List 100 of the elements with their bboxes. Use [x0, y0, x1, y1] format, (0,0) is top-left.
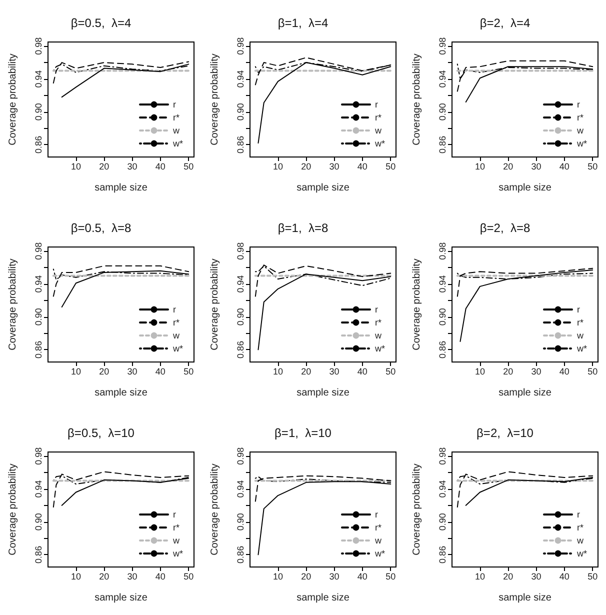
x-tick-label: 10	[70, 572, 81, 582]
x-tick-label: 40	[559, 162, 570, 172]
legend-label: r*	[375, 522, 382, 532]
y-tick-label: 0.98	[236, 447, 246, 465]
chart-title: β=1, λ=10	[274, 426, 332, 440]
x-tick-label: 10	[272, 366, 283, 376]
chart-title: β=0.5, λ=8	[70, 221, 132, 235]
legend-label: r*	[577, 522, 584, 532]
legend-label: w*	[374, 138, 386, 148]
x-tick-label: 20	[503, 572, 514, 582]
x-tick-label: 30	[127, 366, 138, 376]
x-tick-label: 40	[357, 366, 368, 376]
x-tick-label: 50	[386, 572, 396, 582]
x-tick-label: 50	[588, 162, 598, 172]
legend-label: r	[173, 510, 176, 520]
chart-title: β=1, λ=4	[278, 16, 328, 30]
legend-label: r*	[577, 112, 584, 122]
x-tick-label: 50	[184, 572, 194, 582]
legend-label: w	[172, 126, 180, 136]
y-axis-title: Coverage probability	[412, 258, 422, 350]
x-tick-label: 40	[559, 572, 570, 582]
x-tick-label: 20	[503, 366, 514, 376]
y-tick-label: 0.94	[438, 275, 448, 293]
y-tick-label: 0.98	[34, 447, 44, 465]
x-tick-label: 30	[127, 162, 138, 172]
x-tick-label: 20	[503, 162, 514, 172]
chart-title: β=2, λ=8	[480, 221, 530, 235]
x-tick-label: 10	[70, 366, 81, 376]
legend-label: r*	[173, 112, 180, 122]
x-tick-label: 20	[99, 572, 110, 582]
x-axis-title: sample size	[296, 388, 350, 398]
x-tick-label: 30	[531, 572, 542, 582]
y-axis-title: Coverage probability	[210, 258, 220, 350]
chart-title: β=0.5, λ=10	[68, 426, 135, 440]
y-tick-label: 0.90	[438, 308, 448, 326]
y-axis-title: Coverage probability	[8, 464, 18, 556]
x-axis-title: sample size	[498, 388, 552, 398]
chart-title: β=2, λ=4	[480, 16, 530, 30]
y-tick-label: 0.94	[236, 275, 246, 293]
legend-label: w	[576, 126, 584, 136]
x-tick-label: 20	[99, 366, 110, 376]
y-tick-label: 0.94	[34, 70, 44, 88]
x-axis-title: sample size	[296, 592, 350, 604]
x-tick-label: 30	[329, 162, 340, 172]
y-tick-label: 0.94	[34, 275, 44, 293]
legend-label: r	[375, 510, 378, 520]
y-tick-label: 0.90	[438, 103, 448, 121]
legend-label: r	[577, 510, 580, 520]
y-tick-label: 0.86	[438, 340, 448, 358]
y-tick-label: 0.86	[438, 136, 448, 154]
legend-label: r*	[375, 318, 382, 328]
y-tick-label: 0.98	[438, 447, 448, 465]
x-tick-label: 20	[301, 162, 312, 172]
y-tick-label: 0.90	[34, 513, 44, 531]
legend-label: w	[576, 536, 584, 546]
legend-label: w	[374, 330, 382, 340]
x-tick-label: 40	[155, 366, 166, 376]
legend-label: w*	[172, 138, 184, 148]
legend-label: r	[375, 100, 378, 110]
y-tick-label: 0.86	[236, 340, 246, 358]
y-tick-label: 0.90	[438, 513, 448, 531]
x-tick-label: 30	[127, 572, 138, 582]
legend-label: r*	[375, 112, 382, 122]
y-tick-label: 0.86	[438, 546, 448, 564]
y-axis-title: Coverage probability	[412, 464, 422, 556]
y-tick-label: 0.90	[236, 513, 246, 531]
x-tick-label: 40	[357, 572, 368, 582]
legend-label: r*	[173, 318, 180, 328]
legend-label: w	[172, 330, 180, 340]
legend-label: w*	[576, 344, 588, 354]
x-tick-label: 10	[70, 162, 81, 172]
legend-label: w*	[576, 548, 588, 558]
x-axis-title: sample size	[94, 182, 148, 194]
x-axis-title: sample size	[498, 592, 552, 604]
x-tick-label: 10	[474, 366, 485, 376]
y-tick-label: 0.98	[236, 242, 246, 260]
y-axis-title: Coverage probability	[210, 54, 220, 146]
x-tick-label: 50	[588, 572, 598, 582]
legend-label: r	[173, 304, 176, 314]
chart-title: β=0.5, λ=4	[70, 16, 132, 30]
legend-label: w*	[172, 344, 184, 354]
legend-label: w	[374, 536, 382, 546]
x-tick-label: 30	[531, 366, 542, 376]
legend-label: r	[375, 304, 378, 314]
legend-label: r	[577, 304, 580, 314]
x-tick-label: 40	[155, 162, 166, 172]
y-axis-title: Coverage probability	[210, 464, 220, 556]
y-tick-label: 0.86	[34, 136, 44, 154]
y-tick-label: 0.94	[438, 480, 448, 498]
y-tick-label: 0.86	[34, 340, 44, 358]
y-tick-label: 0.86	[236, 546, 246, 564]
y-tick-label: 0.90	[236, 308, 246, 326]
x-tick-label: 20	[99, 162, 110, 172]
x-axis-title: sample size	[94, 592, 148, 604]
x-tick-label: 10	[474, 162, 485, 172]
x-axis-title: sample size	[498, 182, 552, 194]
legend-label: w	[576, 330, 584, 340]
legend-label: w*	[374, 548, 386, 558]
x-tick-label: 10	[272, 162, 283, 172]
legend-label: w*	[172, 548, 184, 558]
